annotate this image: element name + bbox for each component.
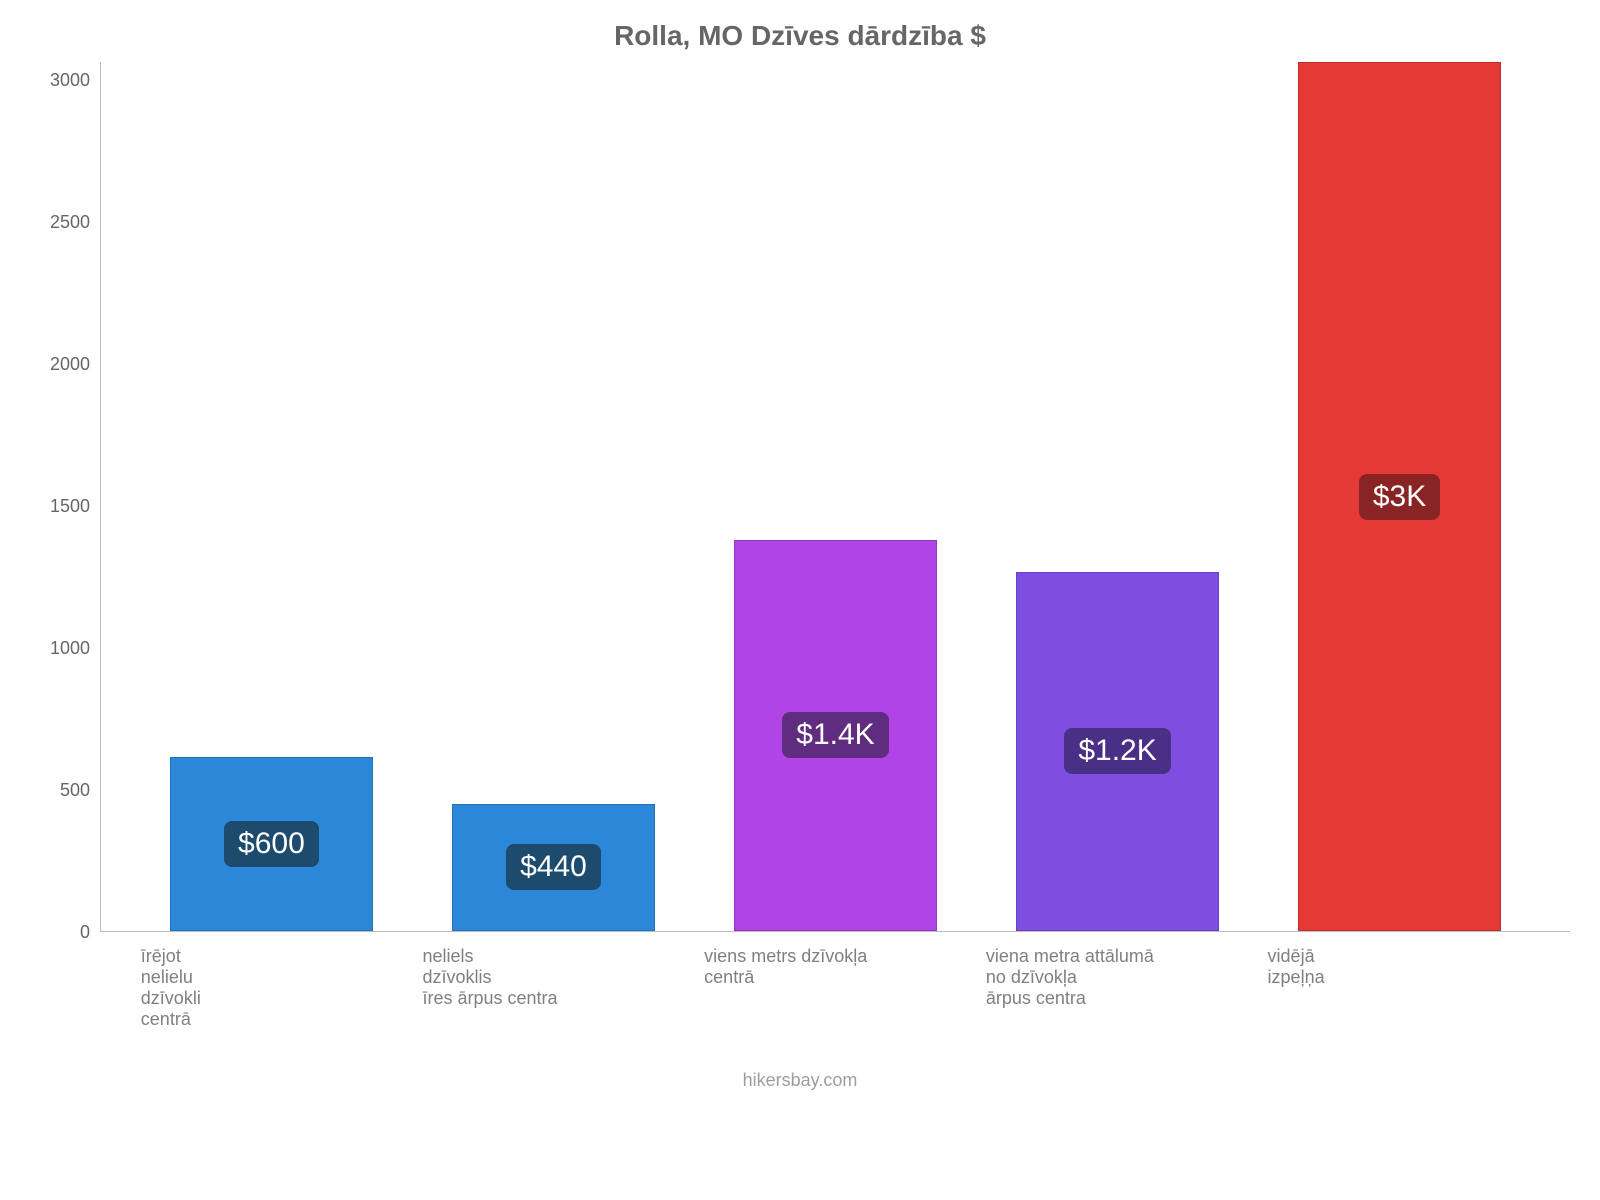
x-axis-label-line: centrā bbox=[141, 1009, 403, 1030]
chart-title: Rolla, MO Dzīves dārdzība $ bbox=[30, 20, 1570, 52]
y-axis-tick: 3000 bbox=[50, 71, 90, 89]
bar-value-label: $1.2K bbox=[1064, 728, 1170, 774]
bar: $600 bbox=[170, 757, 373, 931]
bar: $440 bbox=[452, 804, 655, 931]
x-axis-label: viena metra attālumāno dzīvokļaārpus cen… bbox=[976, 932, 1258, 1030]
x-axis-label-line: viena metra attālumā bbox=[986, 946, 1248, 967]
y-axis-tick: 1000 bbox=[50, 639, 90, 657]
bars-container: $600 $440 $1.4K $1.2K $3K bbox=[101, 62, 1570, 931]
x-axis-label-line: nelielu bbox=[141, 967, 403, 988]
bar-slot: $600 bbox=[130, 62, 412, 931]
bar-value-label: $440 bbox=[506, 844, 601, 890]
y-axis: 300025002000150010005000 bbox=[30, 62, 100, 932]
chart-footer: hikersbay.com bbox=[30, 1070, 1570, 1091]
y-axis-tick: 2000 bbox=[50, 355, 90, 373]
x-axis-spacer bbox=[30, 932, 100, 1030]
bar: $1.4K bbox=[734, 540, 937, 931]
x-axis: īrējotnelieludzīvoklicentrānelielsdzīvok… bbox=[100, 932, 1570, 1030]
x-axis-label: nelielsdzīvoklisīres ārpus centra bbox=[412, 932, 694, 1030]
plot-area: $600 $440 $1.4K $1.2K $3K bbox=[100, 62, 1570, 932]
bar: $1.2K bbox=[1016, 572, 1219, 931]
x-axis-label-line: centrā bbox=[704, 967, 966, 988]
x-axis-label-line: ārpus centra bbox=[986, 988, 1248, 1009]
x-axis-label-line: izpeļņa bbox=[1268, 967, 1530, 988]
bar-slot: $1.4K bbox=[694, 62, 976, 931]
y-axis-tick: 2500 bbox=[50, 213, 90, 231]
x-axis-label-line: dzīvokli bbox=[141, 988, 403, 1009]
x-axis-label: viens metrs dzīvokļacentrā bbox=[694, 932, 976, 1030]
x-axis-label-line: neliels bbox=[422, 946, 684, 967]
cost-of-living-bar-chart: Rolla, MO Dzīves dārdzība $ 3000 2500 2000… bbox=[0, 0, 1600, 1200]
x-axis-label-line: no dzīvokļa bbox=[986, 967, 1248, 988]
bar-value-label: $1.4K bbox=[782, 712, 888, 758]
x-axis-label-line: īrējot bbox=[141, 946, 403, 967]
y-axis-tick: 0 bbox=[80, 923, 90, 941]
x-axis-label-line: īres ārpus centra bbox=[422, 988, 684, 1009]
bar-slot: $440 bbox=[412, 62, 694, 931]
x-axis-label-line: dzīvoklis bbox=[422, 967, 684, 988]
bar-value-label: $3K bbox=[1359, 474, 1440, 520]
bar-value-label: $600 bbox=[224, 821, 319, 867]
plot-row: 300025002000150010005000 $600$440$1.4K$1… bbox=[30, 62, 1570, 932]
bar-slot: $1.2K bbox=[977, 62, 1259, 931]
bar: $3K bbox=[1298, 62, 1501, 931]
x-axis-label: īrējotnelieludzīvoklicentrā bbox=[131, 932, 413, 1030]
x-axis-row: īrējotnelieludzīvoklicentrānelielsdzīvok… bbox=[30, 932, 1570, 1030]
y-axis-tick: 1500 bbox=[50, 497, 90, 515]
bar-slot: $3K bbox=[1259, 62, 1541, 931]
x-axis-label: vidējāizpeļņa bbox=[1258, 932, 1540, 1030]
x-axis-label-line: vidējā bbox=[1268, 946, 1530, 967]
y-axis-tick: 500 bbox=[60, 781, 90, 799]
x-axis-label-line: viens metrs dzīvokļa bbox=[704, 946, 966, 967]
